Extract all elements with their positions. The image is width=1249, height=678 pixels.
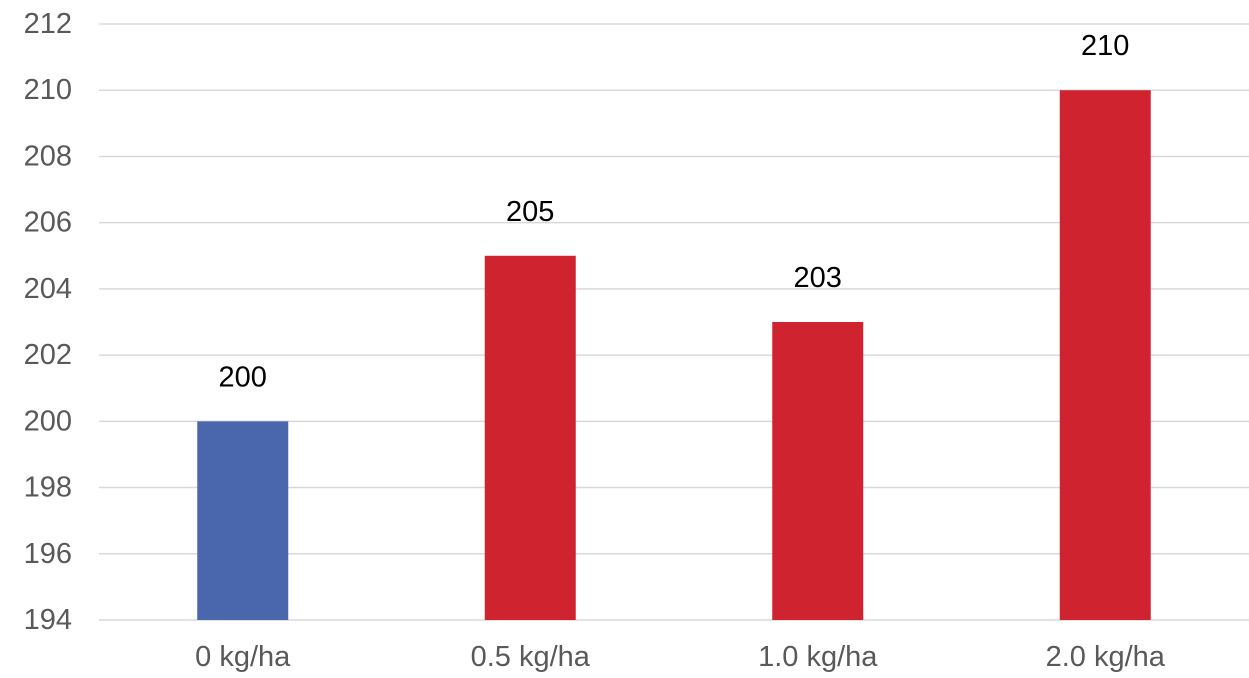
bar xyxy=(484,255,576,620)
y-tick-label: 204 xyxy=(24,273,72,305)
y-tick-label: 198 xyxy=(24,472,72,504)
bar xyxy=(1059,90,1151,620)
x-tick-label: 2.0 kg/ha xyxy=(1046,641,1166,673)
x-axis-tick-labels: 0 kg/ha 0.5 kg/ha 1.0 kg/ha 2.0 kg/ha xyxy=(195,641,1166,673)
data-label: 205 xyxy=(506,196,554,228)
bar xyxy=(197,421,289,620)
y-tick-label: 212 xyxy=(24,8,72,40)
bar xyxy=(772,322,864,620)
x-tick-label: 0.5 kg/ha xyxy=(471,641,591,673)
y-tick-label: 202 xyxy=(24,339,72,371)
y-tick-label: 210 xyxy=(24,74,72,106)
data-label: 200 xyxy=(219,361,267,393)
y-tick-label: 208 xyxy=(24,140,72,172)
y-tick-label: 196 xyxy=(24,538,72,570)
data-labels: 200 205 203 210 xyxy=(219,30,1130,393)
data-label: 210 xyxy=(1081,30,1129,62)
data-label: 203 xyxy=(794,262,842,294)
x-tick-label: 0 kg/ha xyxy=(195,641,291,673)
y-axis-tick-labels: 194 196 198 200 202 204 206 208 210 212 xyxy=(24,8,72,636)
y-tick-label: 200 xyxy=(24,405,72,437)
x-tick-label: 1.0 kg/ha xyxy=(758,641,878,673)
gridlines xyxy=(99,23,1249,621)
y-tick-label: 206 xyxy=(24,207,72,239)
y-tick-label: 194 xyxy=(24,604,72,636)
bars xyxy=(197,90,1151,620)
